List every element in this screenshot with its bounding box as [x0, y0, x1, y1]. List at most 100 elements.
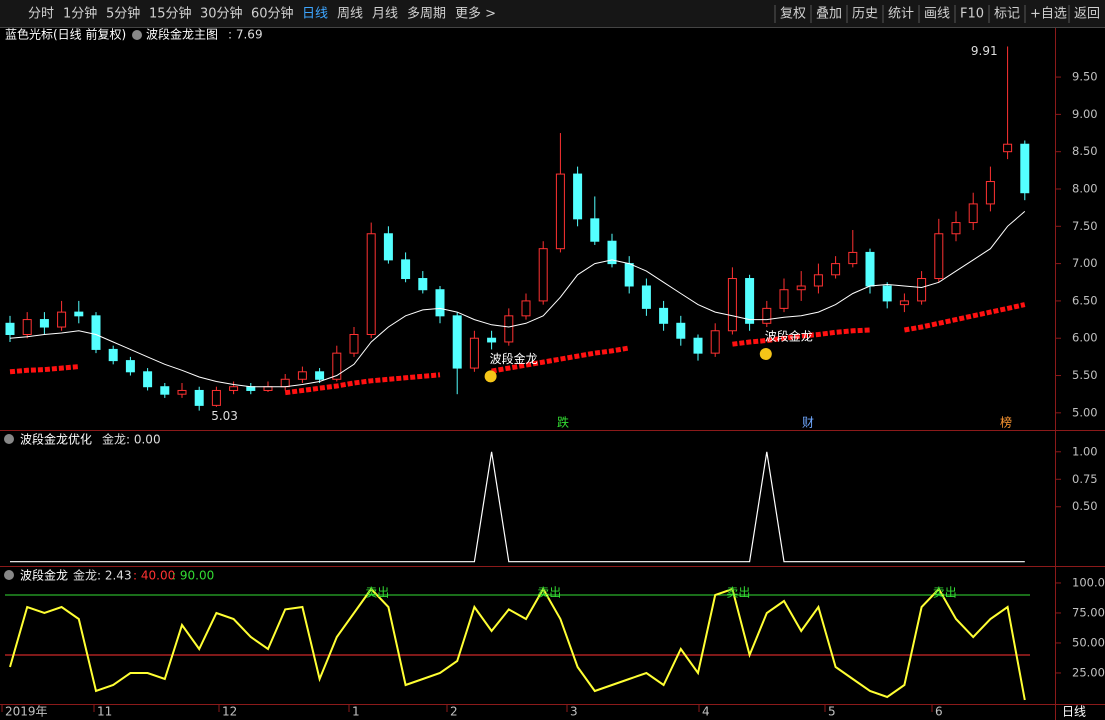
candle-body: [917, 278, 927, 302]
candle-body: [297, 371, 307, 380]
x-tick-label: 2: [450, 705, 458, 719]
menu-icon[interactable]: [4, 434, 14, 444]
x-tick-label: 1: [352, 705, 360, 719]
x-tick-label: 11: [97, 705, 112, 719]
support-line: [9, 302, 1026, 396]
y-tick-label: 5.50: [1072, 368, 1098, 382]
candle-body: [951, 222, 961, 235]
signal-annotation: 波段金龙: [490, 351, 538, 366]
candle-body: [555, 173, 565, 250]
toolbar-button[interactable]: 月线: [372, 7, 398, 22]
toolbar-button[interactable]: 画线: [924, 7, 950, 22]
y-tick-label: 50.00: [1072, 635, 1105, 649]
y-tick-label: 0.75: [1072, 472, 1098, 486]
candle-body: [1003, 143, 1013, 153]
candle-body: [985, 181, 995, 205]
candle-body: [39, 319, 49, 328]
toolbar-button[interactable]: 多周期: [407, 6, 446, 22]
toolbar-button[interactable]: 30分钟: [200, 6, 243, 22]
y-tick-label: 0.50: [1072, 499, 1098, 513]
smiley-icon: [484, 370, 497, 383]
candle-body: [676, 322, 686, 339]
menu-icon[interactable]: [132, 30, 142, 40]
candle-body: [504, 315, 514, 343]
x-tick-label: 5: [828, 705, 836, 719]
indicator-line: [9, 586, 1026, 701]
candle-body: [1020, 143, 1030, 194]
toolbar-button[interactable]: F10: [960, 7, 984, 22]
candle-body: [968, 203, 978, 224]
candle-body: [779, 289, 789, 309]
candle-body: [710, 330, 720, 354]
candle-body: [125, 360, 135, 373]
candle-body: [607, 240, 617, 265]
candle-body: [349, 333, 359, 354]
candle-body: [177, 389, 187, 395]
signal-label: 卖出: [537, 585, 561, 599]
y-tick-label: 1.00: [1072, 444, 1098, 458]
panel-value: 金龙: 0.00: [102, 432, 161, 447]
signal-label: 卖出: [726, 585, 750, 599]
x-tick-label: 12: [222, 705, 237, 719]
candle-body: [590, 218, 600, 242]
toolbar-button[interactable]: 叠加: [816, 7, 842, 22]
candle-body: [934, 233, 944, 280]
toolbar-button[interactable]: 历史: [852, 7, 878, 22]
toolbar-button[interactable]: 15分钟: [149, 6, 192, 22]
candle-body: [5, 322, 15, 335]
toolbar-button[interactable]: +自选: [1030, 7, 1067, 22]
toolbar-button[interactable]: 日线: [302, 7, 328, 22]
candle-body: [899, 300, 909, 306]
signal-label: 卖出: [933, 585, 957, 599]
menu-icon[interactable]: [4, 570, 14, 580]
x-tick-label: 6: [935, 705, 943, 719]
candle-body: [624, 263, 634, 287]
toolbar-button[interactable]: 返回: [1074, 7, 1100, 22]
period-label: 日线: [1062, 705, 1086, 719]
indicator-line: [10, 451, 1025, 563]
candle-body: [727, 278, 737, 332]
candle-body: [22, 319, 32, 335]
candle-body: [452, 315, 462, 369]
y-tick-label: 9.50: [1072, 70, 1098, 84]
candle-body: [315, 371, 325, 380]
toolbar-button[interactable]: 分时: [28, 7, 54, 22]
moving-average: [9, 211, 1026, 388]
y-tick-label: 5.00: [1072, 405, 1098, 419]
toolbar-button[interactable]: 更多 >: [455, 6, 496, 22]
toolbar-button[interactable]: 周线: [337, 7, 363, 22]
event-marker: 跌: [557, 415, 569, 430]
candle-body: [401, 259, 411, 280]
candle-body: [659, 307, 669, 324]
toolbar-button[interactable]: 60分钟: [251, 6, 294, 22]
x-tick-label: 4: [702, 705, 710, 719]
candle-body: [538, 248, 548, 302]
candle-body: [280, 378, 290, 388]
toolbar-button[interactable]: 统计: [888, 7, 914, 22]
toolbar-button[interactable]: 5分钟: [106, 6, 140, 22]
toolbar-bg: [0, 0, 1105, 27]
candle-body: [74, 311, 84, 317]
panel-title: 波段金龙优化: [20, 432, 92, 447]
toolbar-button[interactable]: 复权: [780, 6, 806, 22]
candle-body: [143, 371, 153, 388]
y-tick-label: 25.00: [1072, 665, 1105, 679]
y-tick-label: 100.0: [1072, 575, 1105, 589]
stock-title: 蓝色光标(日线 前复权): [5, 27, 126, 42]
y-tick-label: 7.50: [1072, 219, 1098, 233]
candle-body: [469, 337, 479, 369]
toolbar-button[interactable]: 1分钟: [63, 6, 97, 22]
candle-body: [521, 300, 531, 317]
candle-body: [211, 389, 221, 406]
candle-body: [57, 311, 67, 328]
toolbar-button[interactable]: 标记: [994, 7, 1020, 22]
candle-body: [160, 386, 170, 395]
candle-body: [848, 251, 858, 265]
candle-body: [91, 315, 101, 350]
signal-label: 卖出: [365, 585, 389, 599]
y-tick-label: 8.00: [1072, 181, 1098, 195]
candle-body: [762, 307, 772, 324]
level-label: : 90.00: [172, 569, 214, 583]
candle-body: [865, 251, 875, 287]
candle-body: [418, 278, 428, 291]
